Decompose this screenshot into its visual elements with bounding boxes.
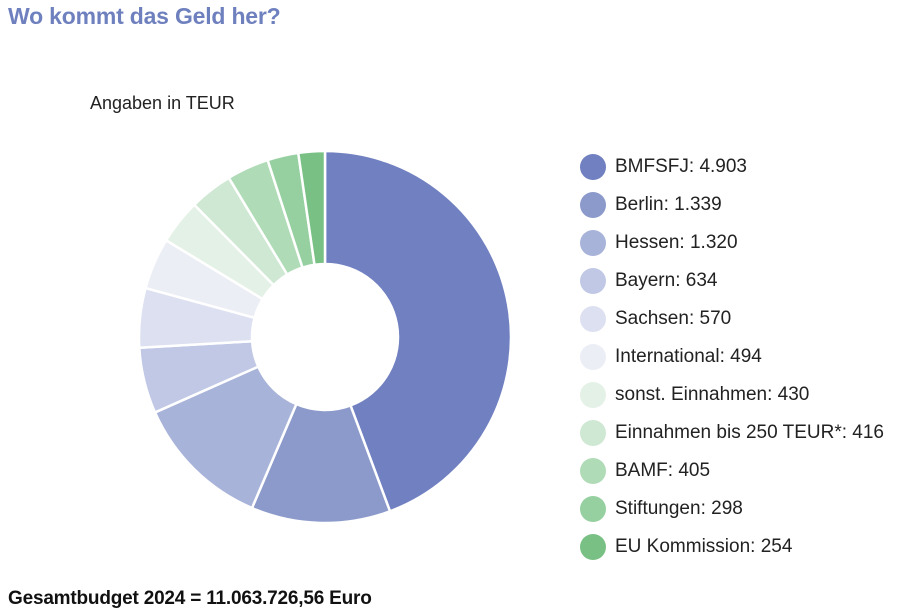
legend-label: Stiftungen: 298 xyxy=(615,498,743,519)
legend-swatch xyxy=(580,420,606,446)
legend-label: Bayern: 634 xyxy=(615,270,718,291)
legend-item: Bayern: 634 xyxy=(580,262,884,300)
pie-slice xyxy=(153,365,298,510)
donut-chart xyxy=(137,149,513,525)
legend-swatch xyxy=(580,192,606,218)
page-title: Wo kommt das Geld her? xyxy=(8,3,281,29)
legend-item: EU Kommission: 254 xyxy=(580,528,884,566)
legend-label: sonst. Einnahmen: 430 xyxy=(615,384,810,405)
legend-swatch xyxy=(580,382,606,408)
pie-slice xyxy=(297,149,327,267)
total-budget: Gesamtbudget 2024 = 11.063.726,56 Euro xyxy=(8,588,372,609)
chart-legend: BMFSFJ: 4.903 Berlin: 1.339 Hessen: 1.320 B… xyxy=(580,148,884,566)
legend-swatch xyxy=(580,230,606,256)
legend-label: BAMF: 405 xyxy=(615,460,711,481)
legend-item: Hessen: 1.320 xyxy=(580,224,884,262)
legend-swatch xyxy=(580,154,606,180)
legend-item: Berlin: 1.339 xyxy=(580,186,884,224)
chart-subtitle: Angaben in TEUR xyxy=(90,93,235,113)
legend-swatch xyxy=(580,306,606,332)
legend-label: BMFSFJ: 4.903 xyxy=(615,156,747,177)
legend-swatch xyxy=(580,268,606,294)
legend-item: International: 494 xyxy=(580,338,884,376)
legend-swatch xyxy=(580,496,606,522)
legend-item: BAMF: 405 xyxy=(580,452,884,490)
legend-label: Berlin: 1.339 xyxy=(615,194,722,215)
legend-item: sonst. Einnahmen: 430 xyxy=(580,376,884,414)
legend-item: Sachsen: 570 xyxy=(580,300,884,338)
legend-swatch xyxy=(580,534,606,560)
legend-item: BMFSFJ: 4.903 xyxy=(580,148,884,186)
legend-label: Einnahmen bis 250 TEUR*: 416 xyxy=(615,422,884,443)
pie-slice xyxy=(323,149,513,513)
legend-label: EU Kommission: 254 xyxy=(615,536,793,557)
legend-label: International: 494 xyxy=(615,346,762,367)
legend-swatch xyxy=(580,458,606,484)
legend-swatch xyxy=(580,344,606,370)
pie-slice xyxy=(250,402,392,525)
legend-label: Hessen: 1.320 xyxy=(615,232,738,253)
legend-item: Einnahmen bis 250 TEUR*: 416 xyxy=(580,414,884,452)
legend-item: Stiftungen: 298 xyxy=(580,490,884,528)
legend-label: Sachsen: 570 xyxy=(615,308,732,329)
